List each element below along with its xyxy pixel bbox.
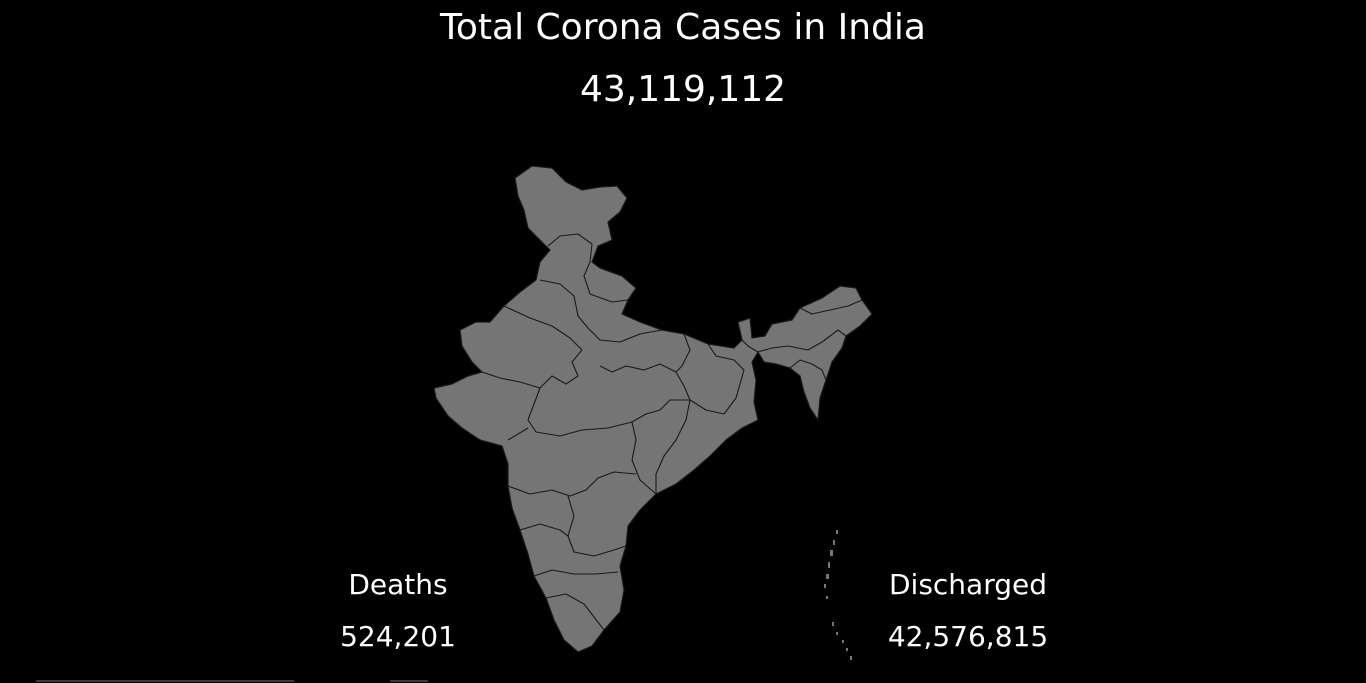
page-tab-indicator-secondary[interactable] [390, 680, 428, 682]
andaman-nicobar-islands [824, 530, 852, 660]
discharged-label: Discharged [888, 568, 1048, 601]
page-tab-indicator[interactable] [36, 680, 294, 682]
page-title: Total Corona Cases in India [440, 7, 926, 48]
india-mainland-shape[interactable] [433, 165, 873, 653]
deaths-label: Deaths [348, 568, 448, 601]
discharged-value: 42,576,815 [887, 620, 1049, 653]
india-mainland [433, 165, 873, 653]
deaths-value: 524,201 [340, 620, 456, 653]
state-borders [481, 233, 863, 631]
total-cases-value: 43,119,112 [579, 69, 787, 110]
